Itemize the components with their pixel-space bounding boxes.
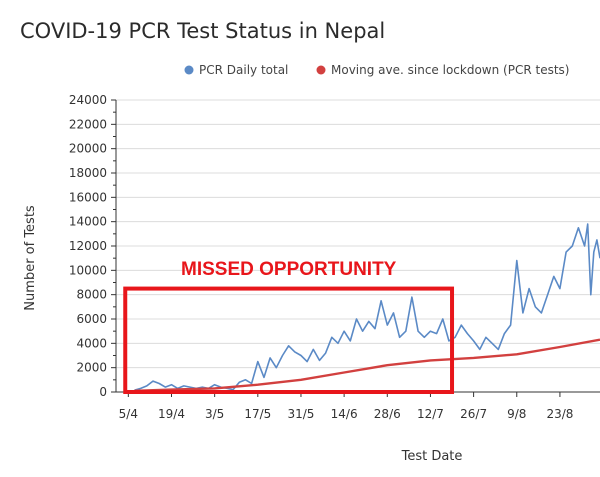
y-tick-label: 20000 [69, 142, 107, 156]
y-tick-label: 10000 [69, 263, 107, 277]
missed-opportunity-label: MISSED OPPORTUNITY [181, 259, 397, 280]
y-tick-label: 6000 [76, 312, 107, 326]
y-tick-label: 24000 [69, 93, 107, 107]
y-axis-ticks: 0 2000 4000 6000 8000 10000 12000 14000 16000 180… [69, 93, 116, 399]
x-tick-label: 23/8 [546, 407, 573, 421]
legend-marker-moving [316, 65, 326, 75]
y-tick-label: 22000 [69, 117, 107, 131]
series-lines [134, 223, 600, 392]
legend-marker-daily [184, 65, 194, 75]
legend-label-daily: PCR Daily total [199, 63, 288, 77]
y-axis-title: Number of Tests [23, 205, 38, 311]
y-tick-label: 2000 [76, 361, 107, 375]
y-tick-label: 16000 [69, 190, 107, 204]
x-tick-label: 19/4 [158, 407, 185, 421]
y-tick-label: 14000 [69, 215, 107, 229]
x-tick-label: 9/8 [507, 407, 526, 421]
x-tick-label: 28/6 [374, 407, 401, 421]
y-tick-label: 18000 [69, 166, 107, 180]
x-tick-label: 17/5 [244, 407, 271, 421]
x-axis-title: Test Date [401, 449, 463, 464]
chart-title: COVID-19 PCR Test Status in Nepal [20, 19, 385, 43]
grid-lines [116, 99, 600, 369]
series-line-moving [134, 338, 600, 392]
x-tick-label: 31/5 [287, 407, 314, 421]
x-tick-label: 26/7 [460, 407, 487, 421]
legend: PCR Daily total Moving ave. since lockdo… [184, 63, 569, 77]
legend-label-moving: Moving ave. since lockdown (PCR tests) [331, 63, 569, 77]
y-tick-label: 4000 [76, 336, 107, 350]
y-tick-label: 0 [99, 385, 107, 399]
y-tick-label: 12000 [69, 239, 107, 253]
missed-opportunity-box [123, 286, 455, 395]
series-line-daily [134, 223, 600, 391]
x-tick-label: 12/7 [417, 407, 444, 421]
x-tick-label: 5/4 [119, 407, 138, 421]
y-tick-label: 8000 [76, 288, 107, 302]
x-tick-label: 14/6 [331, 407, 358, 421]
x-tick-label: 3/5 [205, 407, 224, 421]
x-axis-ticks: 5/4 19/4 3/5 17/5 31/5 14/6 28/6 12/7 26/7 9/8 23/… [119, 392, 573, 421]
